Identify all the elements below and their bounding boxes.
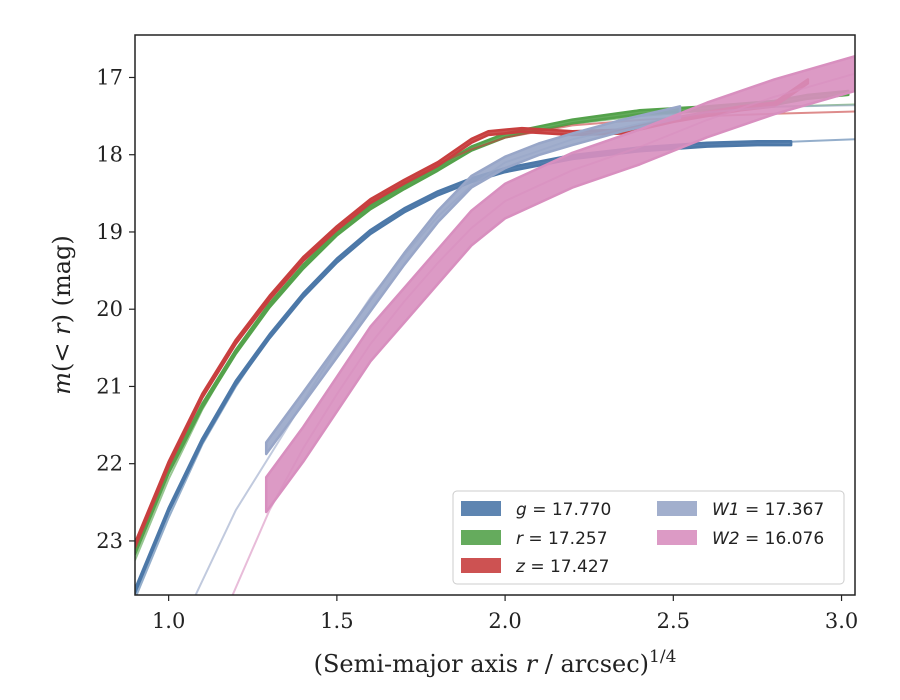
legend: g = 17.770 r = 17.257 z = 17.427 W1 = 17.36… xyxy=(452,490,845,585)
legend-entry-g: g = 17.770 xyxy=(516,500,611,520)
legend-entry-W1: W1 = 17.367 xyxy=(712,500,824,520)
y-tick-label: 19 xyxy=(96,220,123,244)
y-tick-label: 22 xyxy=(96,452,123,476)
x-tick-label: 1.5 xyxy=(320,609,353,633)
legend-swatch-W1 xyxy=(657,501,697,516)
legend-swatch-g xyxy=(461,501,501,516)
legend-box xyxy=(452,490,845,585)
legend-entry-W2: W2 = 16.076 xyxy=(712,529,824,549)
y-tick-label: 17 xyxy=(96,65,123,89)
profile-band-W2 xyxy=(264,54,855,514)
x-axis-label: (Semi-major axis r / arcsec)1/4 xyxy=(314,647,677,678)
legend-swatch-W2 xyxy=(657,530,697,545)
legend-swatch-r xyxy=(461,530,501,545)
legend-entry-z: z = 17.427 xyxy=(515,557,609,577)
x-tick-label: 2.5 xyxy=(657,609,690,633)
y-tick-label: 20 xyxy=(96,297,123,321)
x-tick-label: 1.0 xyxy=(152,609,185,633)
x-tick-label: 2.0 xyxy=(488,609,521,633)
y-axis-label: m(< r) (mag) xyxy=(48,235,76,395)
y-tick-label: 23 xyxy=(96,529,123,553)
series-W2 xyxy=(231,54,855,595)
x-tick-label: 3.0 xyxy=(825,609,858,633)
legend-entry-r: r = 17.257 xyxy=(516,529,608,549)
plot-frame xyxy=(134,34,856,596)
ticks-layer: 1.0 1.5 2.0 2.5 3.0 17 18 19 20 21 22 23 xyxy=(96,65,858,633)
legend-swatch-z xyxy=(461,558,501,573)
series-layer xyxy=(135,54,855,595)
profile-band-g xyxy=(135,139,793,595)
y-tick-label: 18 xyxy=(96,143,123,167)
y-tick-label: 21 xyxy=(96,374,123,398)
